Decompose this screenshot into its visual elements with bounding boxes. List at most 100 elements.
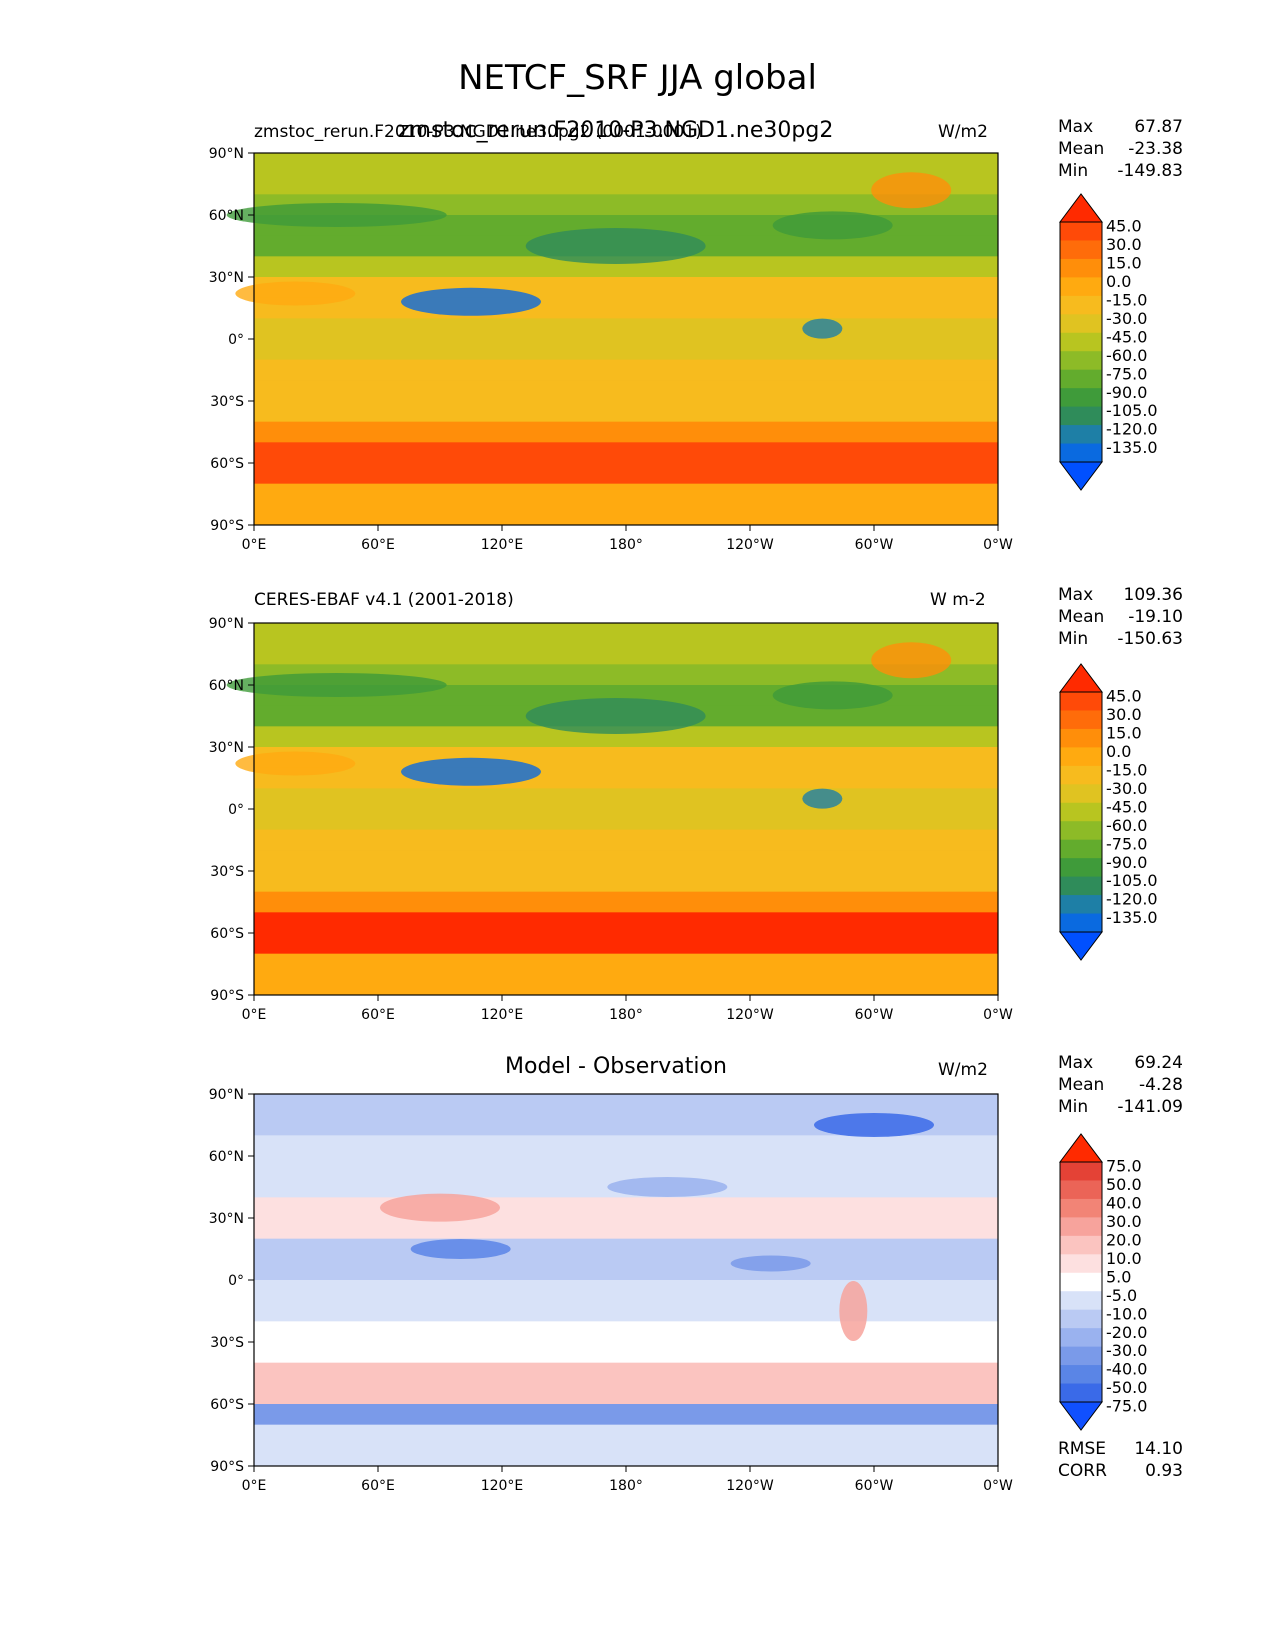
map-feature [814, 1113, 934, 1137]
colorbar-label: 40.0 [1106, 1194, 1142, 1213]
stat-label: Min [1058, 1097, 1089, 1117]
panel-1-stats: Max 67.87 Mean -23.38 Min -149.83 [1058, 116, 1183, 182]
x-tick-label: 120°W [726, 537, 774, 553]
y-tick-label: 90°N [209, 616, 244, 632]
map-feature [401, 757, 541, 786]
map-band [254, 1218, 998, 1240]
colorbar-ref: 45.030.015.00.0-15.0-30.0-45.0-60.0-75.0… [1059, 663, 1158, 961]
stat-value: 67.87 [1134, 117, 1183, 137]
map-band [254, 829, 998, 851]
stat-label: Mean [1058, 139, 1105, 159]
colorbar-label: -60.0 [1106, 816, 1147, 835]
x-tick-label: 60°W [855, 537, 894, 553]
colorbar-segment [1060, 802, 1102, 822]
stat-row-mean: Mean -19.10 [1058, 606, 1183, 628]
colorbar-extend-min [1059, 461, 1103, 491]
colorbar-segment [1060, 747, 1102, 767]
stat-row-max: Max 69.24 [1058, 1052, 1183, 1074]
colorbar-label: 30.0 [1106, 1212, 1142, 1231]
y-tick-label: 90°S [210, 518, 244, 534]
colorbar-extend-max [1059, 193, 1103, 223]
map-band [254, 153, 998, 175]
map-band [254, 380, 998, 402]
colorbar-segment [1060, 1291, 1102, 1311]
colorbar-segment [1060, 895, 1102, 915]
map-band [254, 1114, 998, 1136]
map-feature [730, 1255, 811, 1272]
colorbar-label: -135.0 [1106, 438, 1158, 457]
colorbar-segment [1060, 913, 1102, 933]
stat-row-max: Max 67.87 [1058, 116, 1183, 138]
x-tick-label: 0°E [242, 1478, 267, 1494]
stat-label: Min [1058, 629, 1089, 649]
map-band [254, 1259, 998, 1281]
colorbar-label: -10.0 [1106, 1304, 1147, 1323]
map-feature [802, 318, 843, 339]
map-band [254, 643, 998, 665]
stat-label: RMSE [1058, 1439, 1107, 1459]
panel-3-extra-stats: RMSE 14.10 CORR 0.93 [1058, 1438, 1183, 1482]
colorbar-segment [1060, 369, 1102, 389]
colorbar-label: -45.0 [1106, 327, 1147, 346]
colorbar-label: 75.0 [1106, 1157, 1142, 1176]
colorbar-label: 30.0 [1106, 705, 1142, 724]
colorbar-segment [1060, 240, 1102, 260]
stat-label: Mean [1058, 1075, 1105, 1095]
map-panel-ref: 90°N 60°N 30°N 0° 30°S 60°S 90°S 0°E 60°E 120°E 18… [209, 616, 1013, 1023]
panel-1-center-label: zmstoc_rerun.F2010-P3.NGD1.ne30pg2 [398, 118, 834, 143]
colorbar-segment [1060, 1198, 1102, 1218]
y-tick-label: 90°S [210, 1459, 244, 1475]
map-band [254, 933, 998, 955]
colorbar-segment [1060, 258, 1102, 278]
colorbar-label: 45.0 [1106, 217, 1142, 236]
map-feature [380, 1193, 500, 1222]
colorbar-label: 0.0 [1106, 742, 1131, 761]
stat-value: 14.10 [1134, 1439, 1183, 1459]
x-tick-label: 60°E [361, 1478, 395, 1494]
x-tick-label: 120°W [726, 1478, 774, 1494]
x-tick-label: 60°W [855, 1007, 894, 1023]
x-tick-label: 0°W [983, 1478, 1013, 1494]
colorbar-label: -105.0 [1106, 871, 1158, 890]
colorbar-extend-min [1059, 1401, 1103, 1431]
map-feature [235, 751, 356, 776]
colorbar-label: -90.0 [1106, 853, 1147, 872]
colorbar-segment [1060, 1383, 1102, 1403]
map-band [254, 1094, 998, 1116]
panel-1-unit: W/m2 [938, 122, 988, 142]
stat-row-min: Min -141.09 [1058, 1096, 1183, 1118]
colorbar-segment [1060, 1235, 1102, 1255]
map-band [254, 1197, 998, 1219]
map-band [254, 1362, 998, 1384]
colorbar-label: 45.0 [1106, 687, 1142, 706]
stat-row-min: Min -149.83 [1058, 160, 1183, 182]
colorbar-segment [1060, 1365, 1102, 1385]
map-band [254, 871, 998, 893]
colorbar-segment [1060, 425, 1102, 445]
y-tick-label: 30°S [210, 864, 244, 880]
x-tick-label: 60°W [855, 1478, 894, 1494]
map-band [254, 504, 998, 526]
colorbar-segment [1060, 1217, 1102, 1237]
colorbar-segment [1060, 692, 1102, 711]
x-tick-label: 180° [609, 1478, 643, 1494]
stat-row-corr: CORR 0.93 [1058, 1460, 1183, 1482]
colorbar-segment [1060, 1272, 1102, 1292]
colorbar-segment [1060, 784, 1102, 804]
colorbar-label: 15.0 [1106, 724, 1142, 743]
map-feature [802, 788, 843, 809]
colorbar-label: -60.0 [1106, 346, 1147, 365]
colorbar-segment [1060, 388, 1102, 408]
map-feature [871, 172, 952, 209]
stat-value: 69.24 [1134, 1053, 1183, 1073]
map-band [254, 1321, 998, 1343]
stat-label: Max [1058, 585, 1094, 605]
stat-row-mean: Mean -23.38 [1058, 138, 1183, 160]
colorbar-label: -75.0 [1106, 834, 1147, 853]
colorbar-label: 0.0 [1106, 272, 1131, 291]
y-tick-label: 90°N [209, 1087, 244, 1103]
x-tick-label: 0°W [983, 537, 1013, 553]
map-band [254, 912, 998, 934]
colorbar-label: -90.0 [1106, 383, 1147, 402]
y-tick-label: 60°S [210, 1397, 244, 1413]
